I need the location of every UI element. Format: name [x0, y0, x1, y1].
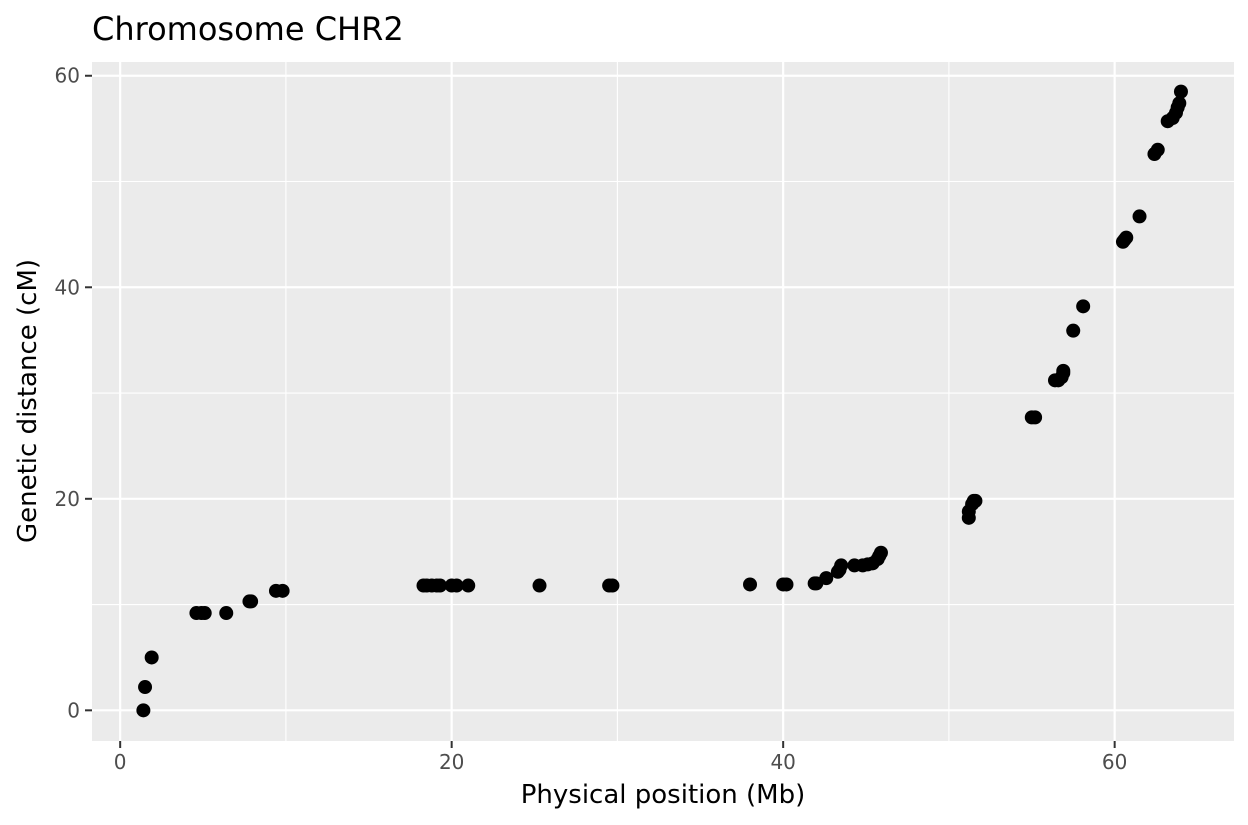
data-point	[1172, 96, 1187, 111]
data-point	[532, 578, 547, 593]
y-tick-label: 60	[55, 64, 80, 88]
data-point	[433, 578, 448, 593]
data-point	[834, 558, 849, 573]
y-tick-label: 20	[55, 487, 80, 511]
data-point	[275, 583, 290, 598]
data-point	[968, 493, 983, 508]
y-tick-label: 40	[55, 275, 80, 299]
data-point	[1173, 84, 1188, 99]
axis-ticks: 0 20 40 60 0 20 40 60	[55, 64, 1128, 774]
data-point	[743, 577, 758, 592]
data-point	[873, 545, 888, 560]
x-tick-label: 60	[1102, 750, 1127, 774]
data-point	[605, 578, 620, 593]
data-point	[461, 578, 476, 593]
x-tick-label: 0	[114, 750, 127, 774]
data-point	[1066, 323, 1081, 338]
x-tick-label: 40	[770, 750, 795, 774]
data-point	[1028, 410, 1043, 425]
x-axis-title: Physical position (Mb)	[521, 780, 806, 810]
y-axis-title: Genetic distance (cM)	[13, 259, 43, 543]
data-point	[819, 571, 834, 586]
data-points	[136, 84, 1188, 718]
y-tick-label: 0	[67, 698, 80, 722]
data-point	[144, 650, 159, 665]
data-point	[197, 606, 212, 621]
data-point	[449, 578, 464, 593]
plot-panel	[92, 62, 1234, 741]
data-point	[219, 606, 234, 621]
chart-title: Chromosome CHR2	[92, 10, 404, 48]
data-point	[1119, 230, 1134, 245]
data-point	[779, 577, 794, 592]
data-point	[136, 703, 151, 718]
x-tick-label: 20	[439, 750, 464, 774]
data-point	[244, 594, 259, 609]
data-point	[1076, 299, 1091, 314]
data-point	[138, 680, 153, 695]
data-point	[1150, 142, 1165, 157]
data-point	[1132, 209, 1147, 224]
data-point	[1056, 363, 1071, 378]
gridlines	[92, 62, 1234, 741]
